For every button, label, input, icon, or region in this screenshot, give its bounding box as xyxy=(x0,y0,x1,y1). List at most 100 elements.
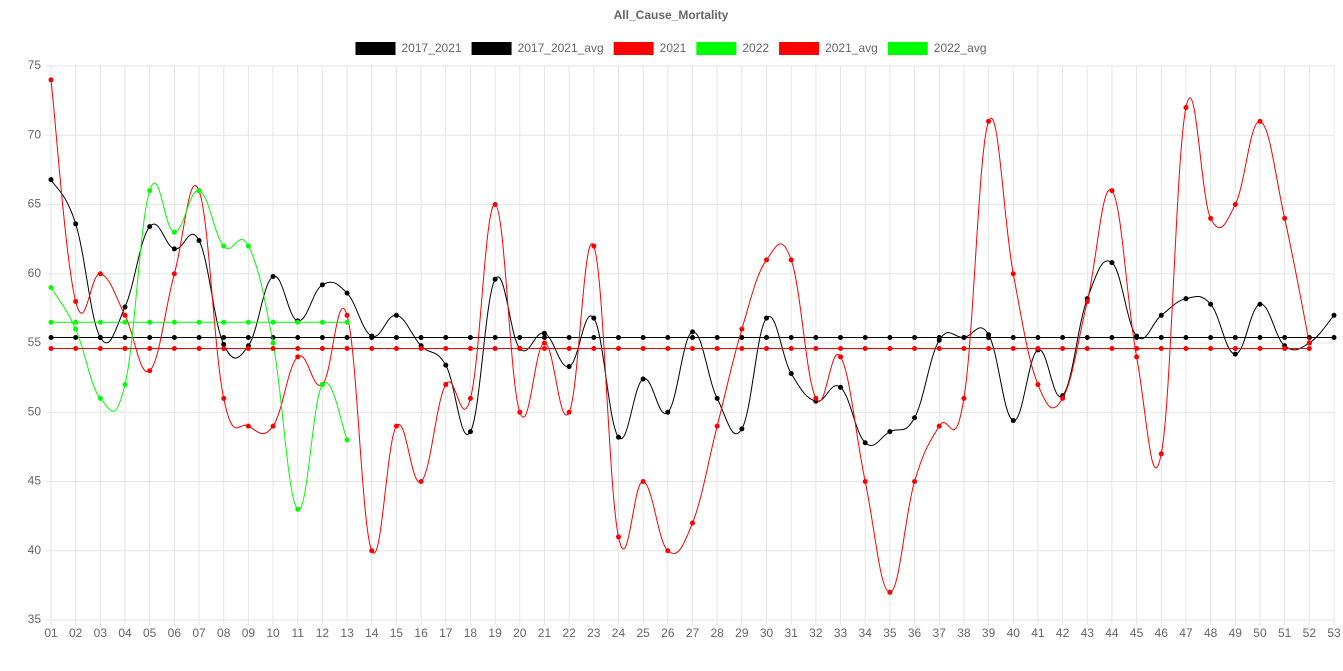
data-point xyxy=(986,346,992,352)
x-tick-label: 15 xyxy=(390,626,404,640)
data-point xyxy=(838,354,844,360)
x-tick-label: 44 xyxy=(1105,626,1119,640)
legend-item: 2017_2021 xyxy=(355,41,462,55)
x-tick-label: 22 xyxy=(562,626,576,640)
data-point xyxy=(1282,346,1288,352)
data-point xyxy=(788,334,794,340)
data-point xyxy=(517,334,523,340)
x-tick-label: 48 xyxy=(1204,626,1218,640)
data-point xyxy=(690,334,695,340)
data-point xyxy=(344,437,350,443)
data-point xyxy=(764,346,770,352)
data-point xyxy=(171,334,177,340)
data-point xyxy=(467,429,473,435)
data-point xyxy=(443,346,449,352)
data-point xyxy=(1035,382,1041,388)
data-point xyxy=(467,346,473,352)
data-point xyxy=(1208,215,1214,221)
data-point xyxy=(221,319,227,325)
data-point xyxy=(566,334,572,340)
data-point xyxy=(270,346,276,352)
data-point xyxy=(171,246,177,252)
x-tick-label: 50 xyxy=(1253,626,1267,640)
data-point xyxy=(912,479,918,484)
data-point xyxy=(196,334,202,340)
data-point xyxy=(1109,188,1115,194)
data-point xyxy=(295,346,301,352)
data-point xyxy=(517,409,523,415)
data-point xyxy=(887,589,893,595)
data-point xyxy=(591,315,597,321)
y-tick-label: 35 xyxy=(28,612,42,626)
data-point xyxy=(541,346,547,352)
data-point xyxy=(640,346,646,352)
data-point xyxy=(122,319,128,325)
data-point xyxy=(1257,346,1263,352)
x-tick-label: 24 xyxy=(612,626,626,640)
data-point xyxy=(369,346,375,352)
data-point xyxy=(887,429,893,435)
data-point xyxy=(319,334,325,340)
data-point xyxy=(196,346,202,352)
data-point xyxy=(147,368,153,374)
data-point xyxy=(467,334,473,340)
data-point xyxy=(862,334,868,340)
data-point xyxy=(714,334,720,340)
x-tick-label: 25 xyxy=(636,626,650,640)
data-point xyxy=(640,376,646,382)
data-point xyxy=(171,229,177,235)
data-point xyxy=(196,188,202,194)
data-point xyxy=(961,334,967,340)
data-point xyxy=(764,257,770,263)
data-point xyxy=(739,326,745,332)
data-point xyxy=(1208,301,1214,307)
data-point xyxy=(813,346,819,352)
data-point xyxy=(418,334,424,340)
data-point xyxy=(615,434,621,440)
data-point xyxy=(245,334,251,340)
data-point xyxy=(862,440,868,446)
x-tick-label: 14 xyxy=(365,626,379,640)
data-point xyxy=(912,415,918,421)
data-point xyxy=(443,362,449,368)
x-tick-label: 29 xyxy=(735,626,749,640)
data-point xyxy=(48,177,54,183)
legend-label: 2017_2021 xyxy=(401,41,461,55)
data-point xyxy=(48,285,54,291)
data-point xyxy=(245,243,251,249)
data-point xyxy=(1134,354,1140,360)
data-point xyxy=(48,346,54,352)
data-point xyxy=(788,346,794,352)
x-tick-label: 17 xyxy=(439,626,453,640)
data-point xyxy=(739,346,745,352)
legend-label: 2022_avg xyxy=(934,41,987,55)
data-point xyxy=(1183,334,1189,340)
chart-title: All_Cause_Mortality xyxy=(614,8,729,22)
data-point xyxy=(665,334,671,340)
data-point xyxy=(1158,334,1164,340)
data-point xyxy=(122,382,128,388)
data-point xyxy=(517,346,523,352)
data-point xyxy=(838,334,844,340)
data-point xyxy=(73,221,79,227)
legend-item: 2021 xyxy=(613,41,687,55)
data-point xyxy=(97,319,103,325)
data-point xyxy=(764,334,770,340)
data-point xyxy=(122,304,128,310)
data-point xyxy=(813,334,819,340)
legend-label: 2021 xyxy=(660,41,687,55)
data-point xyxy=(788,257,794,263)
legend-item: 2017_2021_avg xyxy=(471,41,604,55)
data-point xyxy=(1060,346,1066,352)
legend-swatch xyxy=(471,42,512,55)
x-tick-label: 34 xyxy=(859,626,873,640)
x-tick-label: 53 xyxy=(1327,626,1341,640)
data-point xyxy=(270,319,276,325)
x-tick-label: 13 xyxy=(340,626,354,640)
data-point xyxy=(147,224,153,230)
data-point xyxy=(369,548,375,554)
data-point xyxy=(591,346,597,352)
data-point xyxy=(813,395,819,401)
data-point xyxy=(221,346,227,352)
